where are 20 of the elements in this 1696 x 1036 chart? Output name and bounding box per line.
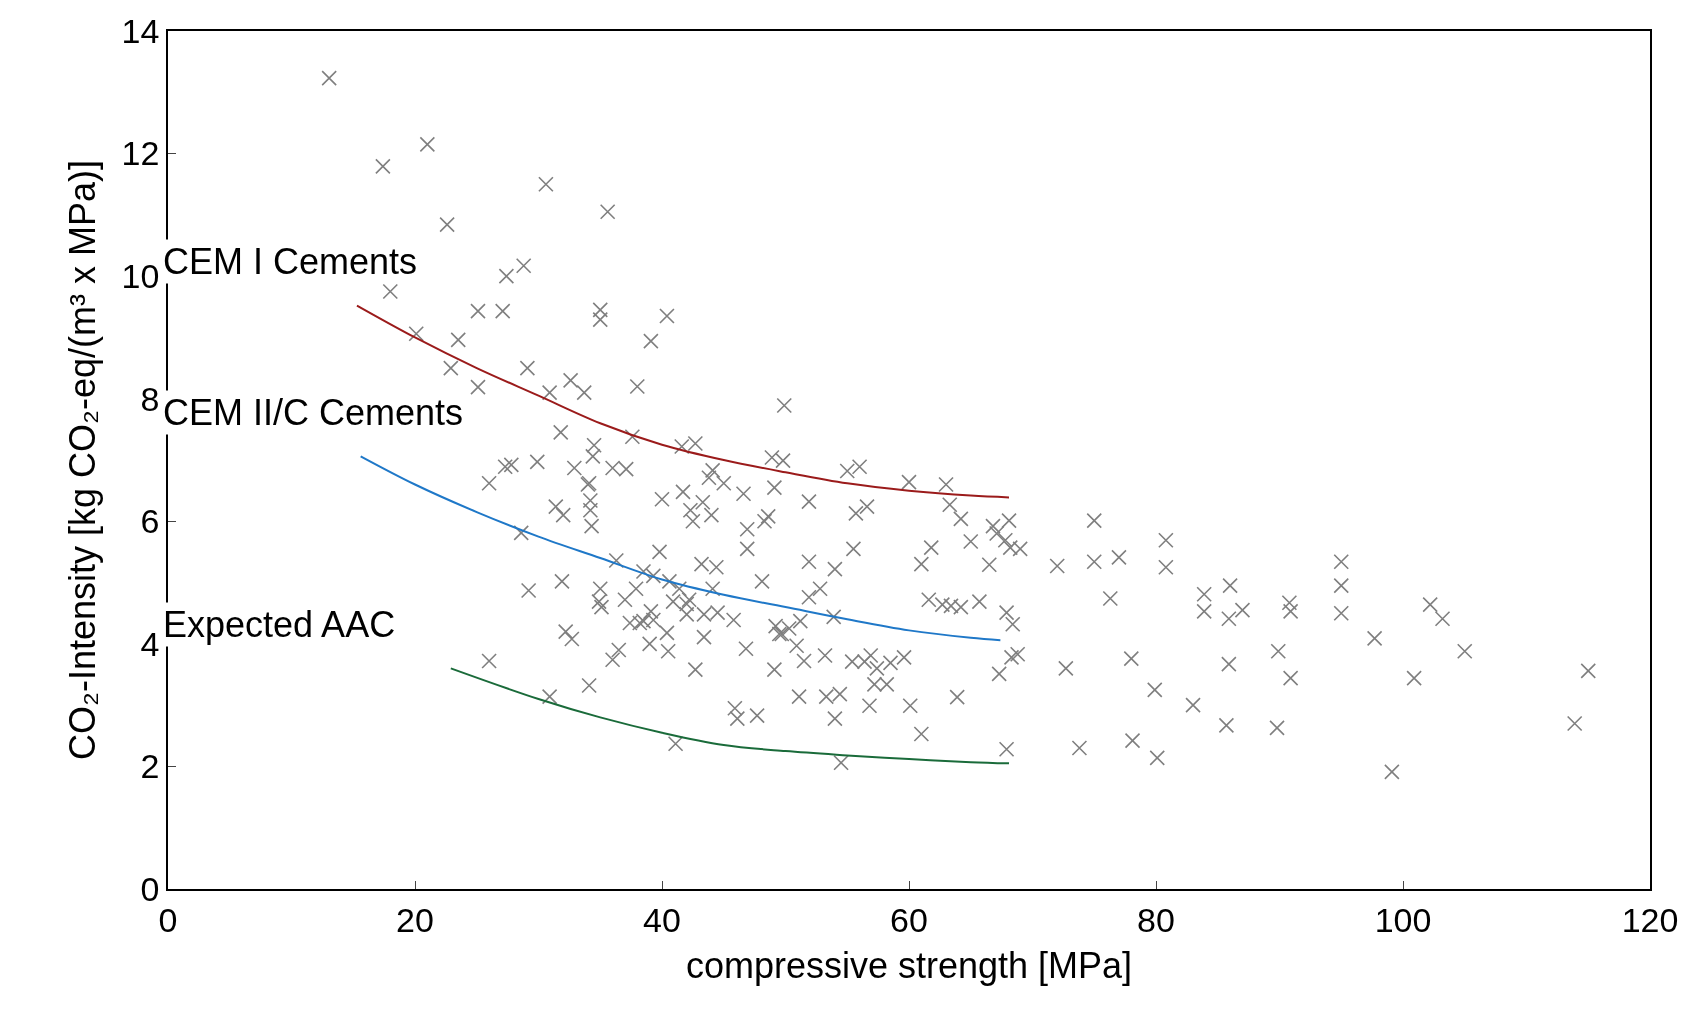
y-tick-label: 12 bbox=[121, 134, 160, 173]
x-axis-title: compressive strength [MPa] bbox=[685, 944, 1133, 986]
annotation: CEM I Cements bbox=[163, 241, 418, 282]
annotation: CEM II/C Cements bbox=[163, 392, 464, 433]
y-tick-label: 10 bbox=[121, 257, 160, 296]
x-tick-label: 100 bbox=[1374, 900, 1432, 939]
x-tick-label: 80 bbox=[1137, 900, 1175, 939]
x-tick-label: 20 bbox=[396, 900, 434, 939]
y-tick-label: 14 bbox=[121, 11, 160, 50]
y-axis-title: CO₂-Intensity [kg CO₂-eq/(m³ x MPa)] bbox=[62, 159, 104, 761]
x-tick-label: 40 bbox=[643, 900, 681, 939]
x-tick-label: 120 bbox=[1621, 900, 1679, 939]
annotation: Expected AAC bbox=[163, 604, 396, 645]
line-series bbox=[449, 667, 1011, 765]
x-tick-label: 60 bbox=[890, 900, 928, 939]
y-tick-label: 4 bbox=[140, 624, 160, 663]
y-tick-label: 8 bbox=[140, 379, 160, 418]
y-tick-label: 2 bbox=[140, 747, 160, 786]
y-tick-label: 6 bbox=[140, 502, 160, 541]
y-tick-label: 0 bbox=[140, 869, 160, 908]
